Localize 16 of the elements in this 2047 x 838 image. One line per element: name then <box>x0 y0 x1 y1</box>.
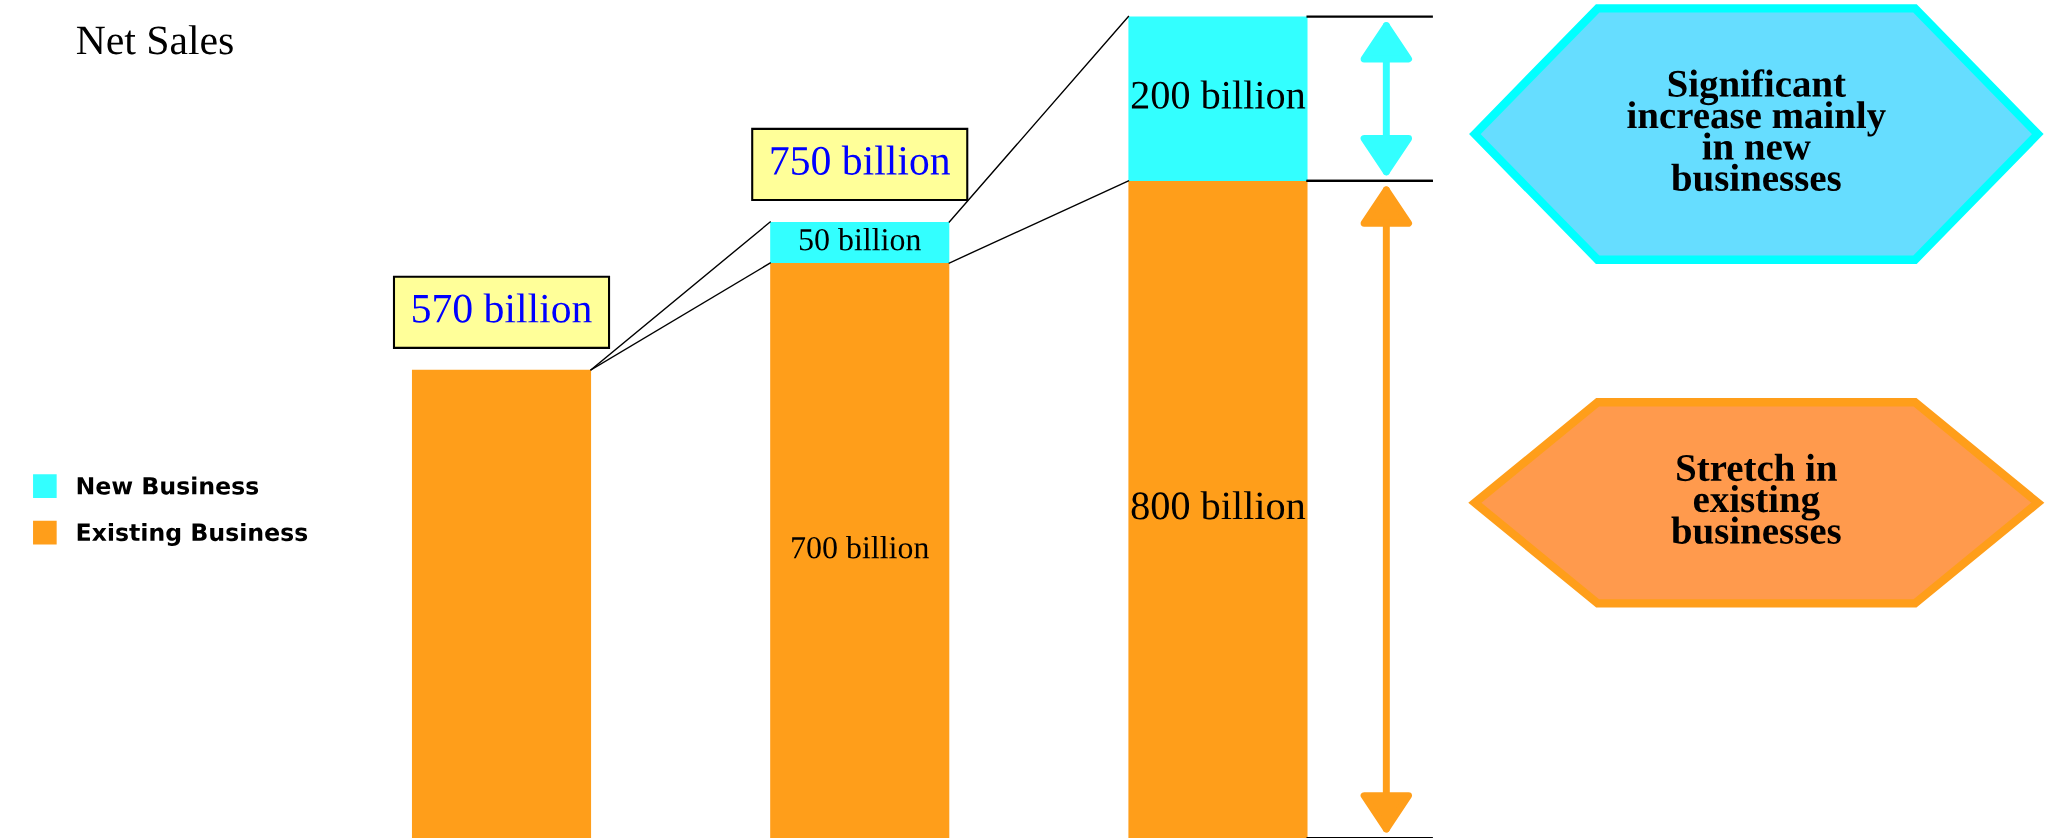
legend-label: New Business <box>77 476 259 495</box>
legend-label: Existing Business <box>77 522 308 546</box>
bar <box>770 263 950 838</box>
chart-title: Net Sales <box>76 25 233 55</box>
text: Stretch in existing businesses <box>1671 453 1841 544</box>
data-label: 200 billion <box>1131 80 1306 109</box>
total-label: 750 billion <box>771 145 950 175</box>
data-label: 50 billion <box>799 228 921 251</box>
total-label: 570 billion <box>413 293 592 323</box>
bar <box>770 221 950 264</box>
bar <box>411 369 592 838</box>
bar <box>1128 16 1308 181</box>
text: Significant increase mainly in new businesses <box>1627 69 1886 192</box>
data-label: 800 billion <box>1131 491 1306 520</box>
data-label: 700 billion <box>792 536 929 559</box>
bar <box>1128 180 1308 838</box>
